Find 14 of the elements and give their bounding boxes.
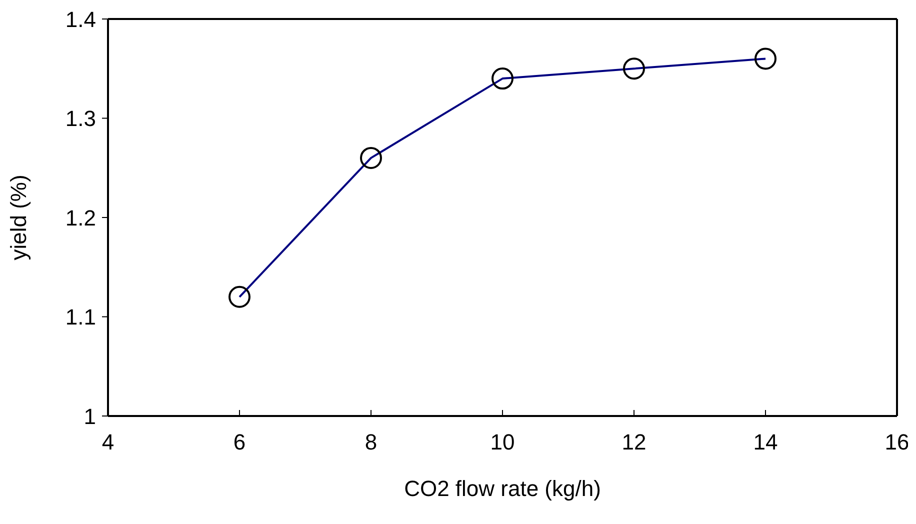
y-axis-title: yield (%) [6,174,31,260]
x-axis-title: CO2 flow rate (kg/h) [404,476,601,501]
x-tick-label: 8 [364,430,378,455]
x-tick-label: 12 [622,430,646,455]
y-tick-label: 1.2 [65,205,96,230]
y-tick-label: 1.1 [65,304,96,330]
x-tick-label: 14 [753,430,778,455]
y-tick-label: 1.4 [65,6,96,32]
y-tick-label: 1.3 [65,106,96,132]
x-tick-label: 6 [233,430,246,455]
x-tick-label: 10 [490,430,515,455]
y-tick-label: 1 [84,404,96,429]
x-tick-label: 4 [102,430,114,455]
x-tick-label: 16 [884,430,910,455]
